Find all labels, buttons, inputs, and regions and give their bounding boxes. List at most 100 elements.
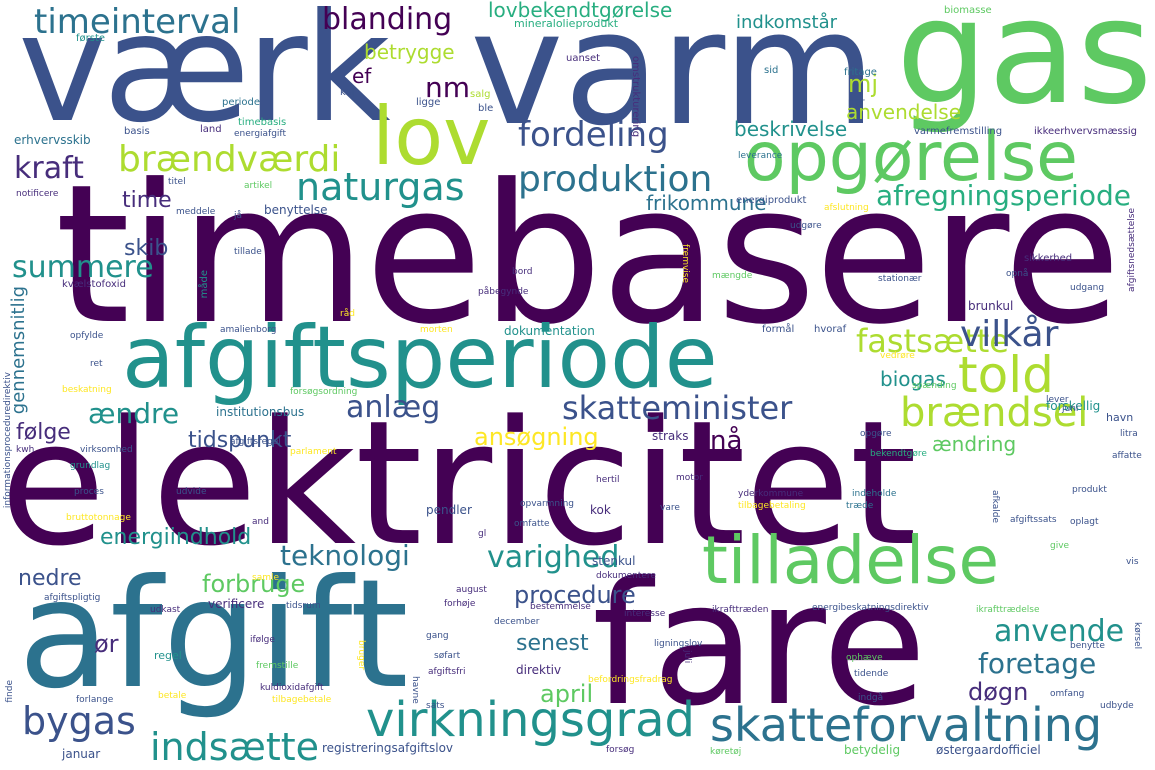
word: sikkerhed <box>1024 253 1073 264</box>
word: omstrukturering <box>630 56 641 138</box>
word: ble <box>478 103 494 114</box>
word: betydelig <box>844 743 901 757</box>
word: afregningsperiode <box>876 179 1131 212</box>
word: omfatte <box>514 519 550 529</box>
word: ør <box>94 630 119 658</box>
word: træde <box>846 501 874 511</box>
word: ifølge <box>250 635 275 645</box>
word: lovbekendtgørelse <box>488 0 673 22</box>
word: beskatning <box>62 385 112 395</box>
word: uanset <box>566 53 601 64</box>
word: morten <box>420 325 453 335</box>
word: skatteminister <box>562 389 793 427</box>
word: foretage <box>978 647 1097 680</box>
word: yderkommune <box>738 489 804 499</box>
word: anvende <box>994 614 1125 649</box>
word: skatteforvaltning <box>710 698 1103 752</box>
word: bruttotonnage <box>66 513 131 523</box>
word: ligge <box>416 97 441 108</box>
word: april <box>540 680 594 708</box>
word: erhvervsskib <box>14 133 91 147</box>
word: regel <box>154 649 182 662</box>
word: ikrafttræden <box>712 605 769 615</box>
word: følge <box>16 420 71 445</box>
word: stenkul <box>592 554 636 568</box>
word: tidsrum <box>286 601 321 611</box>
word: indsætte <box>150 725 320 769</box>
word: vare <box>660 503 680 513</box>
word: betale <box>158 691 187 701</box>
word: opfylde <box>70 331 104 341</box>
word: jå <box>234 211 243 221</box>
word: procedure <box>514 581 636 609</box>
word: bruger <box>356 640 366 671</box>
word: and <box>252 517 269 527</box>
word: opgøre <box>860 429 892 439</box>
word: naturgas <box>296 165 465 209</box>
word: forhøje <box>444 599 476 609</box>
word: anlæg <box>346 390 441 425</box>
word: døgn <box>968 678 1029 706</box>
word: meddele <box>176 207 216 217</box>
word: fordeling <box>518 115 669 155</box>
word: leverance <box>738 151 783 161</box>
word: råd <box>340 309 355 319</box>
word: januar <box>62 747 101 761</box>
word: kwh <box>16 445 35 455</box>
word: udkast <box>150 605 181 615</box>
word: proces <box>74 487 104 497</box>
word: amalienborg <box>220 325 277 335</box>
word: december <box>494 617 540 627</box>
word: beskrivelse <box>734 117 848 141</box>
word: opnå <box>1006 269 1029 279</box>
word: frikommune <box>646 191 767 215</box>
word: kraft <box>14 151 84 186</box>
word: spænding <box>912 381 957 391</box>
word: blanding <box>322 2 453 37</box>
word: hertil <box>596 475 620 485</box>
word: anvendelse <box>846 100 962 124</box>
word: produkt <box>1072 485 1107 495</box>
word: informationsproceduredirektiv <box>3 372 13 509</box>
word: benyttelse <box>264 203 328 217</box>
word: kaj <box>340 87 355 98</box>
word: tilbagebetale <box>272 695 332 705</box>
word: timebasere <box>55 144 1121 367</box>
word: tilladelse <box>702 522 1000 599</box>
word: litra <box>1120 429 1138 439</box>
word: sats <box>426 701 445 711</box>
word: parlament <box>290 447 337 457</box>
word: afgiftsregel <box>230 437 281 447</box>
word: befordringsfradrag <box>588 675 673 685</box>
word: titel <box>168 177 186 187</box>
word: nm <box>425 71 471 104</box>
word: energiafgift <box>234 129 286 139</box>
word: grundlag <box>70 461 111 471</box>
word: varighed <box>487 540 620 575</box>
word: formål <box>762 324 795 335</box>
word: mj <box>848 70 879 98</box>
word: udgøre <box>790 221 822 231</box>
word: udvide <box>176 487 207 497</box>
word: virkningsgrad <box>366 692 696 748</box>
word: køretøj <box>710 747 742 757</box>
word: august <box>456 585 487 595</box>
word: senest <box>516 631 589 656</box>
word: afgiftspligtig <box>44 593 101 603</box>
word: time <box>122 188 172 213</box>
word: lever <box>1046 395 1069 405</box>
word: ef <box>352 64 372 88</box>
word: fritage <box>844 67 877 78</box>
word: udgang <box>1070 283 1105 293</box>
word: ansøgning <box>474 423 599 451</box>
word: timeinterval <box>34 2 241 42</box>
word: verificere <box>208 597 265 611</box>
word: brændværdi <box>118 139 341 180</box>
word: motor <box>676 473 704 483</box>
word: energiprodukt <box>736 195 807 206</box>
word: afgift <box>18 548 409 722</box>
word: biomasse <box>944 5 992 16</box>
word: bord <box>512 267 533 277</box>
word: vedrøre <box>880 351 915 361</box>
